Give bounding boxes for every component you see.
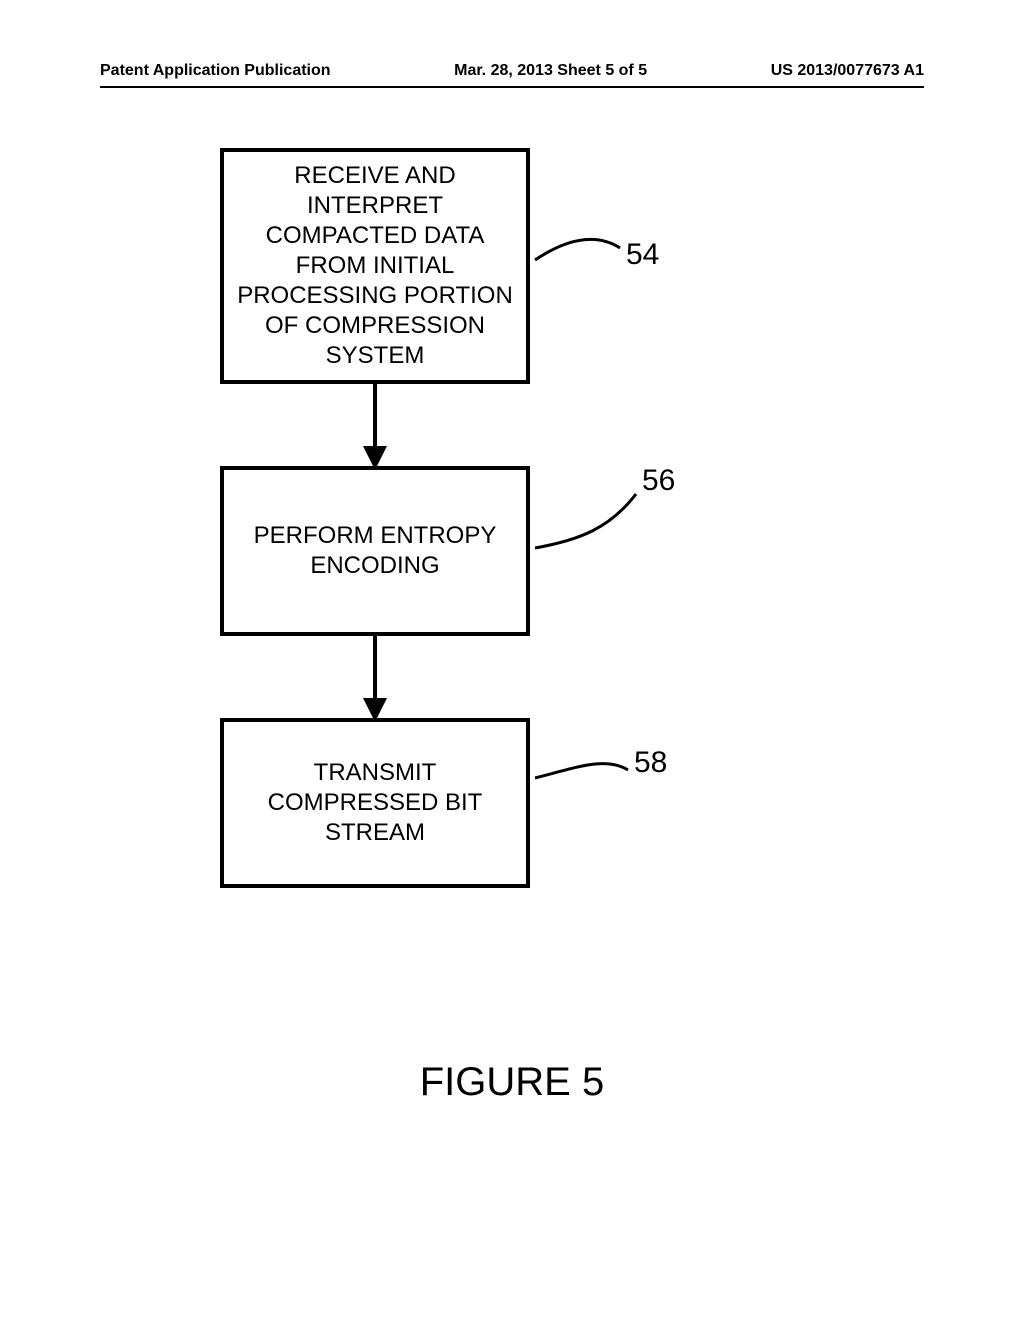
header-right: US 2013/0077673 A1 (771, 62, 924, 80)
page: Patent Application Publication Mar. 28, … (0, 0, 1024, 1320)
flow-box-text: TRANSMIT COMPRESSED BIT STREAM (230, 758, 520, 848)
flow-box-text: PERFORM ENTROPY ENCODING (230, 521, 520, 581)
figure-title: FIGURE 5 (0, 1060, 1024, 1105)
header-rule (100, 86, 924, 88)
flow-box-receive: RECEIVE AND INTERPRET COMPACTED DATA FRO… (220, 148, 530, 384)
header-center: Mar. 28, 2013 Sheet 5 of 5 (454, 62, 647, 80)
flow-box-transmit: TRANSMIT COMPRESSED BIT STREAM (220, 718, 530, 888)
flow-box-entropy: PERFORM ENTROPY ENCODING (220, 466, 530, 636)
ref-label-54: 54 (626, 238, 659, 272)
ref-label-56: 56 (642, 464, 675, 498)
flow-box-text: RECEIVE AND INTERPRET COMPACTED DATA FRO… (230, 161, 520, 371)
page-header: Patent Application Publication Mar. 28, … (100, 62, 924, 80)
header-left: Patent Application Publication (100, 62, 331, 80)
ref-label-58: 58 (634, 746, 667, 780)
